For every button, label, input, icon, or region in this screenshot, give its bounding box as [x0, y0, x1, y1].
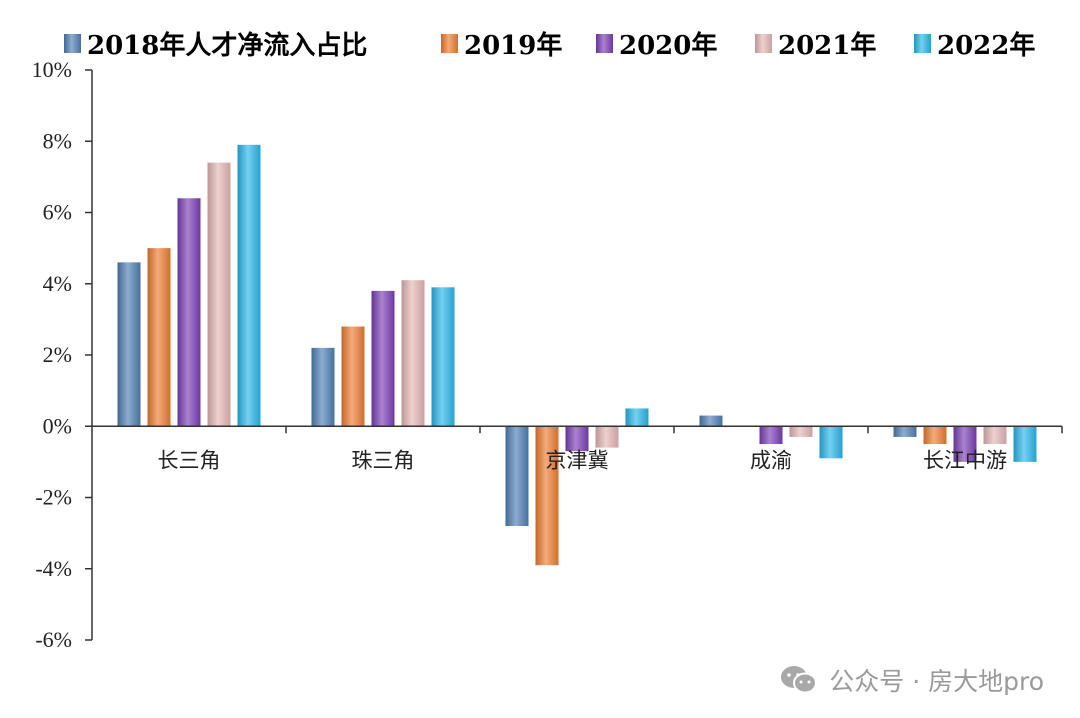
legend-swatch	[914, 34, 931, 53]
y-tick-label: -2%	[35, 485, 72, 510]
y-tick-label: -6%	[35, 627, 72, 652]
y-tick-label: 2%	[43, 342, 72, 367]
legend-swatch	[755, 34, 772, 53]
x-tick-label: 珠三角	[352, 448, 415, 472]
y-tick-label: -4%	[35, 556, 72, 581]
legend-swatch	[441, 34, 458, 53]
x-tick-label: 成渝	[750, 448, 792, 472]
bar	[789, 426, 813, 437]
bar	[983, 426, 1007, 445]
legend-label: 2022年	[937, 30, 1035, 61]
bar	[1013, 426, 1037, 462]
bar	[147, 248, 171, 427]
watermark: 公众号 · 房大地pro	[779, 662, 1044, 698]
bar	[759, 426, 783, 445]
legend-swatch	[64, 34, 81, 53]
bar	[237, 144, 261, 427]
bar	[819, 426, 843, 459]
wechat-icon	[779, 663, 819, 697]
y-tick-label: 6%	[43, 200, 72, 225]
y-tick-label: 4%	[43, 271, 72, 296]
legend-label: 2019年	[464, 30, 562, 61]
x-tick-label: 长三角	[158, 448, 221, 472]
bar	[177, 198, 201, 427]
bar	[371, 290, 395, 427]
bar	[699, 415, 723, 427]
bar	[923, 426, 947, 445]
bar	[311, 347, 335, 427]
bar	[953, 426, 977, 462]
y-tick-label: 8%	[43, 128, 72, 153]
x-tick-label: 京津冀	[546, 448, 609, 472]
y-axis: 10% 8% 6% 4% 2% 0% -2% -4% -6%	[32, 57, 93, 652]
bar	[595, 426, 619, 448]
watermark-text: 公众号 · 房大地pro	[829, 667, 1044, 696]
x-axis: 长三角 珠三角 京津冀 成渝 长江中游	[92, 425, 1063, 472]
y-tick-label: 10%	[32, 57, 72, 82]
bar	[341, 326, 365, 427]
x-tick-label: 长江中游	[923, 448, 1007, 472]
legend-label: 2020年	[619, 30, 717, 61]
bar	[117, 262, 141, 427]
bar	[505, 426, 529, 526]
legend-swatch	[596, 34, 613, 53]
bar	[893, 426, 917, 437]
y-tick-label: 0%	[43, 413, 72, 438]
bar	[535, 426, 559, 566]
bars	[117, 144, 1037, 566]
legend-label: 2018年人才净流入占比	[87, 30, 367, 61]
bar	[401, 280, 425, 427]
bar	[625, 408, 649, 427]
bar	[207, 162, 231, 427]
legend-label: 2021年	[778, 30, 876, 61]
legend: 2018年人才净流入占比 2019年 2020年 2021年 2022年	[64, 30, 1035, 61]
bar	[431, 287, 455, 427]
bar	[565, 426, 589, 452]
